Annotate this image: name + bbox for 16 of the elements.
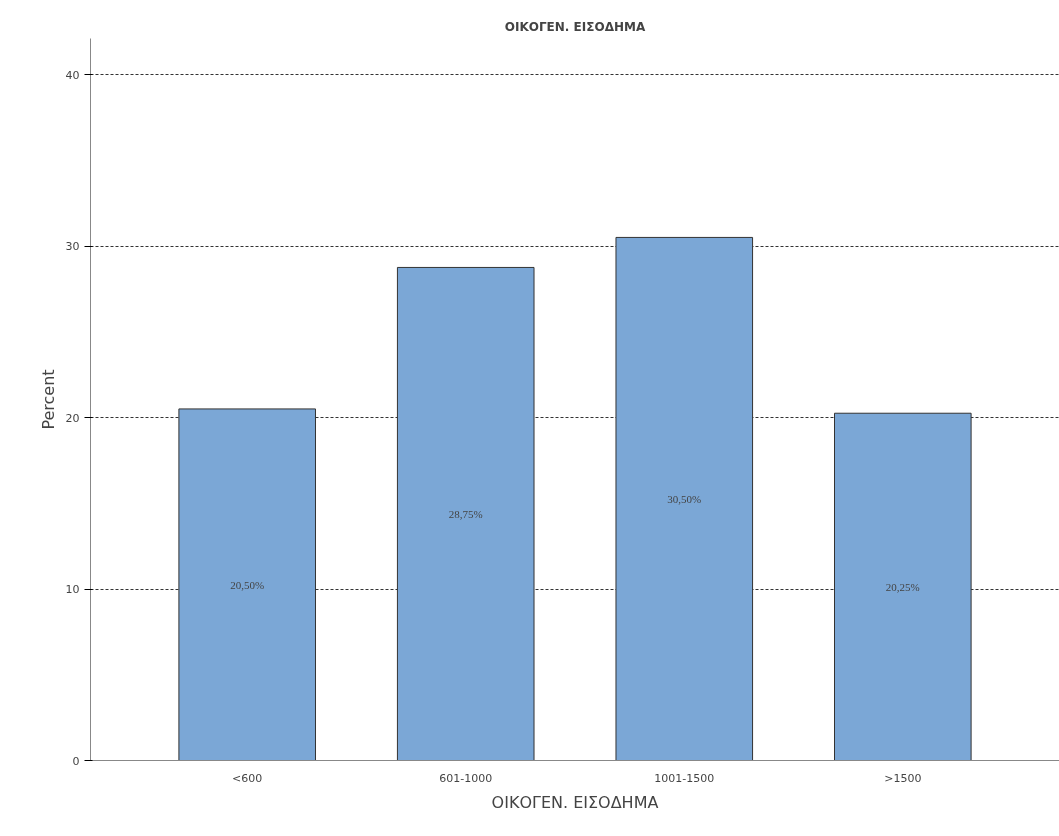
y-tick-label: 0: [72, 754, 80, 768]
x-tick-label: <600: [232, 771, 263, 785]
x-tick-label: >1500: [884, 771, 922, 785]
data-label: 20,50%: [230, 578, 265, 591]
data-label: 30,50%: [667, 492, 702, 505]
x-tick-label: 1001-1500: [654, 771, 715, 785]
x-tick-label: 601-1000: [439, 771, 493, 785]
data-label: 28,75%: [448, 507, 483, 520]
y-tick-label: 40: [65, 68, 80, 82]
chart-title: ΟΙΚΟΓΕΝ. ΕΙΣΟΔΗΜΑ: [504, 19, 646, 34]
y-tick-label: 20: [65, 411, 80, 425]
y-tick-label: 30: [65, 240, 80, 254]
x-axis-title: ΟΙΚΟΓΕΝ. ΕΙΣΟΔΗΜΑ: [491, 792, 659, 812]
data-label: 20,25%: [885, 580, 920, 593]
y-axis-title: Percent: [38, 369, 58, 430]
y-tick-label: 10: [65, 583, 80, 596]
